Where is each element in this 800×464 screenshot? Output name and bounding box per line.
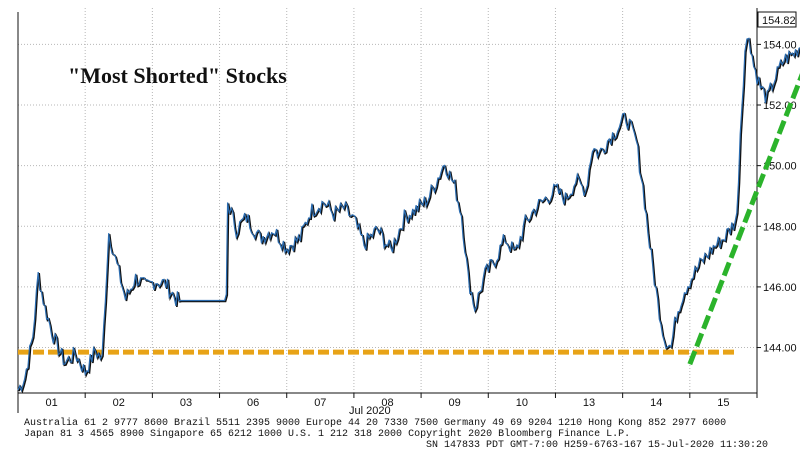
footer-line-3: SN 147833 PDT GMT-7:00 H259-6763-167 15-… xyxy=(426,439,768,451)
gridlines xyxy=(18,8,757,393)
x-tick-labels: 01 02 03 06 07 08 09 10 13 14 15 xyxy=(45,397,729,409)
price-line xyxy=(17,37,800,393)
x-tick-label: 06 xyxy=(247,397,259,409)
trend-arrow-shaft xyxy=(687,72,800,366)
last-value-badge: 154.82 xyxy=(757,11,797,28)
x-tick-label: 10 xyxy=(516,397,528,409)
y-tick-label: 154.00 xyxy=(763,39,797,51)
chart-title: "Most Shorted" Stocks xyxy=(68,63,287,88)
y-tick-label: 148.00 xyxy=(763,221,797,233)
footer-line-2: Japan 81 3 4565 8900 Singapore 65 6212 1… xyxy=(24,428,630,440)
x-axis-label: Jul 2020 xyxy=(349,405,391,417)
x-tick-label: 03 xyxy=(180,397,192,409)
last-value-box xyxy=(757,11,797,28)
x-tick-label: 01 xyxy=(45,397,57,409)
y-tick-label: 144.00 xyxy=(763,343,797,355)
x-tick-label: 15 xyxy=(717,397,729,409)
x-tick-label: 07 xyxy=(314,397,326,409)
footer-line-1: Australia 61 2 9777 8600 Brazil 5511 239… xyxy=(24,417,726,429)
last-value-label: 154.82 xyxy=(762,15,796,27)
trend-arrow-layer xyxy=(687,72,800,366)
x-tick-label: 13 xyxy=(583,397,595,409)
y-tick-label: 146.00 xyxy=(763,282,797,294)
series xyxy=(17,37,800,394)
x-tick-label: 02 xyxy=(113,397,125,409)
x-tick-label: 14 xyxy=(650,397,662,409)
x-tick-label: 09 xyxy=(449,397,461,409)
x-tick-label: 08 xyxy=(381,397,393,409)
y-tick-label: 150.00 xyxy=(763,161,797,173)
